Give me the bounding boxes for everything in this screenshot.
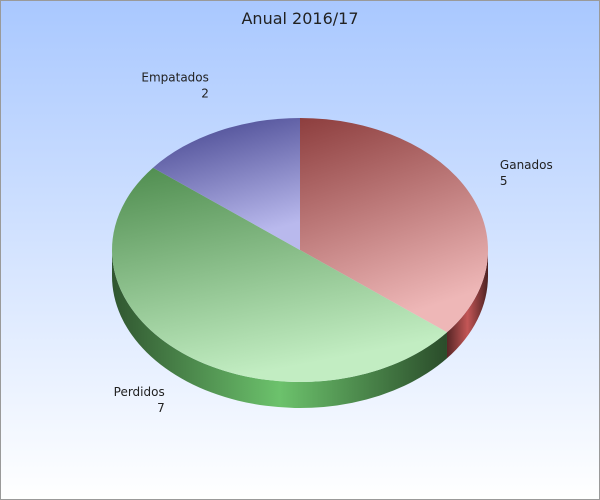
chart-title: Anual 2016/17 xyxy=(241,9,358,28)
slice-value: 2 xyxy=(201,87,209,101)
slice-value: 5 xyxy=(500,174,508,188)
pie-slice xyxy=(300,118,488,333)
slice-label: Perdidos xyxy=(114,385,165,399)
pie-side xyxy=(112,250,447,408)
pie-slice xyxy=(111,167,447,382)
slice-label: Empatados xyxy=(141,71,209,85)
slice-value: 7 xyxy=(157,401,165,415)
pie-side xyxy=(446,250,488,359)
slice-label: Ganados xyxy=(500,158,553,172)
pie-slice xyxy=(153,118,300,250)
